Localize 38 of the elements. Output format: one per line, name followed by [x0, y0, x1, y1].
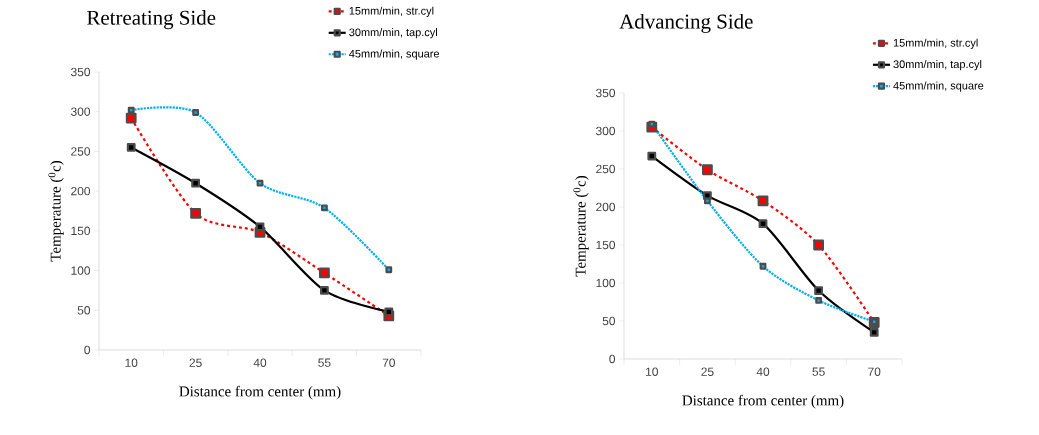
chart-title: Advancing Side — [619, 13, 753, 33]
y-tick-label: 0 — [609, 354, 616, 364]
x-tick-label: 70 — [868, 367, 881, 376]
x-tick-label: 10 — [125, 358, 138, 367]
y-axis-title: Temperature ($^{0}$c) — [48, 160, 64, 262]
legend-label: 15mm/min, str.cyl — [893, 38, 978, 49]
y-tick-label: 150 — [596, 240, 616, 250]
chart-title: Retreating Side — [87, 10, 216, 30]
y-tick-label: 50 — [602, 316, 616, 326]
legend-label: 45mm/min, square — [893, 81, 984, 92]
y-tick-label: 50 — [77, 306, 91, 315]
y-tick-label: 0 — [84, 345, 91, 355]
x-axis-title: Distance from center (mm) — [682, 394, 844, 409]
legend-label: 45mm/min, square — [349, 49, 440, 60]
y-tick-label: 250 — [71, 147, 91, 156]
x-tick-label: 40 — [253, 358, 267, 367]
y-tick-label: 100 — [71, 266, 91, 275]
x-tick-label: 10 — [646, 367, 658, 376]
y-tick-label: 150 — [71, 226, 91, 236]
y-axis-title: Temperature ($^{0}$c) — [573, 175, 589, 277]
y-tick-label: 300 — [596, 126, 616, 136]
y-tick-label: 200 — [71, 186, 91, 196]
y-tick-label: 300 — [71, 107, 91, 116]
y-tick-label: 100 — [596, 278, 616, 288]
x-tick-label: 55 — [318, 358, 331, 367]
x-tick-label: 70 — [382, 358, 395, 367]
y-tick-label: 200 — [596, 202, 616, 212]
x-tick-label: 55 — [812, 367, 825, 376]
legend-label: 30mm/min, tap.cyl — [349, 28, 437, 39]
y-tick-label: 350 — [596, 88, 616, 98]
legend-label: 30mm/min, tap.cyl — [893, 60, 982, 71]
x-tick-label: 25 — [189, 358, 202, 367]
x-tick-label: 25 — [701, 367, 714, 376]
y-tick-label: 250 — [596, 164, 616, 174]
y-tick-label: 350 — [71, 67, 91, 77]
legend-label: 15mm/min, str.cyl — [349, 6, 434, 17]
x-tick-label: 40 — [756, 367, 770, 376]
x-axis-title: Distance from center (mm) — [179, 385, 341, 400]
